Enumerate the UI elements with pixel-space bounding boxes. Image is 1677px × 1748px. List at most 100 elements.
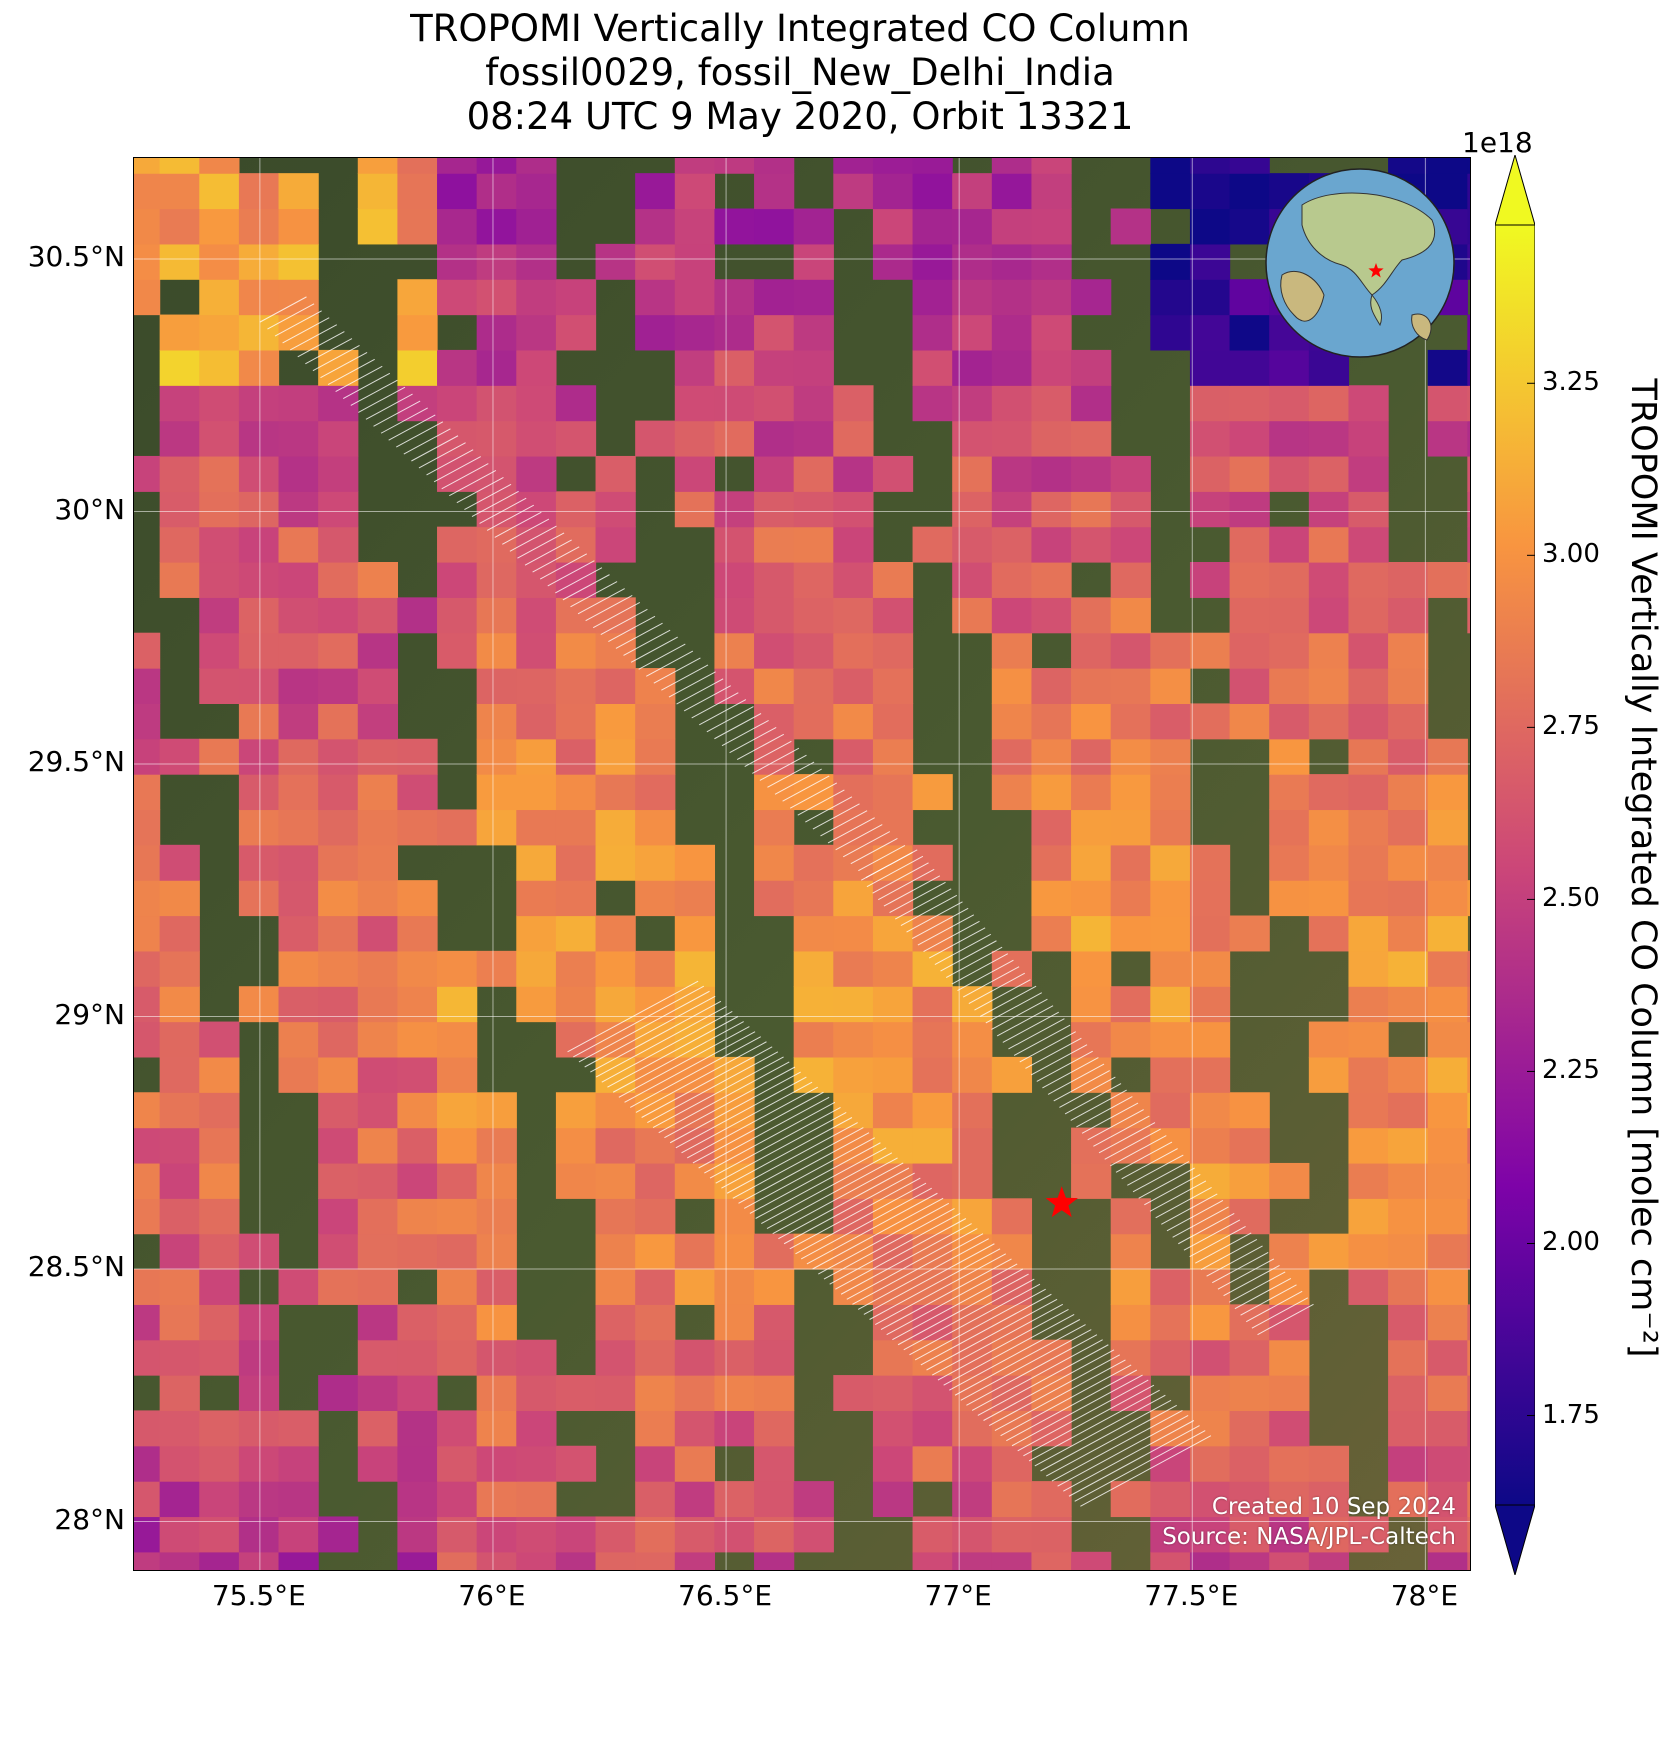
co-pixel <box>357 915 399 952</box>
co-pixel <box>714 314 755 351</box>
co-pixel <box>1031 526 1072 563</box>
co-pixel <box>1031 1516 1072 1553</box>
co-pixel <box>1308 491 1350 528</box>
co-pixel <box>1189 703 1231 740</box>
co-pixel <box>872 1056 914 1093</box>
co-pixel <box>1467 1021 1470 1058</box>
co-pixel <box>1348 455 1389 492</box>
co-pixel <box>134 1339 161 1376</box>
co-pixel <box>1110 1198 1151 1235</box>
co-pixel <box>318 809 359 846</box>
co-pixel <box>793 668 834 704</box>
co-pixel <box>278 562 319 598</box>
co-pixel <box>1467 491 1470 528</box>
co-pixel <box>199 420 240 457</box>
co-pixel <box>1308 385 1350 422</box>
co-pixel <box>516 1551 557 1570</box>
co-pixel <box>872 880 914 917</box>
title-line-1: TROPOMI Vertically Integrated CO Column <box>410 7 1190 50</box>
co-pixel <box>1308 1516 1350 1553</box>
co-pixel <box>1031 809 1072 846</box>
co-pixel <box>278 844 319 881</box>
co-pixel <box>952 491 993 528</box>
co-pixel <box>1229 279 1270 316</box>
co-pixel <box>635 1339 676 1376</box>
co-pixel <box>1229 158 1270 174</box>
co-pixel <box>1189 1056 1231 1093</box>
co-pixel <box>159 1162 200 1199</box>
map-panel[interactable]: Created 10 Sep 2024 Source: NASA/JPL-Cal… <box>133 157 1471 1571</box>
co-pixel <box>872 597 914 634</box>
co-pixel <box>674 1481 716 1518</box>
co-pixel <box>635 703 676 740</box>
co-pixel <box>199 1162 240 1199</box>
co-pixel <box>199 1481 240 1518</box>
co-pixel <box>1348 491 1389 528</box>
co-pixel <box>1150 950 1191 987</box>
co-pixel <box>1031 243 1072 280</box>
co-pixel <box>437 1233 478 1270</box>
co-pixel <box>238 774 280 811</box>
co-pixel <box>397 1375 438 1411</box>
co-pixel <box>199 632 240 669</box>
co-pixel <box>595 809 636 846</box>
co-pixel <box>238 173 280 210</box>
co-pixel <box>1308 526 1350 563</box>
co-pixel <box>397 1162 438 1199</box>
co-pixel <box>1427 1481 1468 1518</box>
co-pixel <box>714 597 755 634</box>
co-pixel <box>278 1269 319 1305</box>
co-pixel <box>516 279 557 316</box>
co-pixel <box>912 915 953 952</box>
co-pixel <box>1031 1339 1072 1376</box>
co-pixel <box>1348 703 1389 740</box>
co-pixel <box>1031 774 1072 811</box>
co-pixel <box>357 158 399 174</box>
co-pixel <box>833 158 874 174</box>
co-pixel <box>159 1481 200 1518</box>
co-pixel <box>397 1304 438 1341</box>
co-pixel <box>516 809 557 846</box>
co-pixel <box>1348 1021 1389 1058</box>
co-pixel <box>793 632 834 669</box>
co-pixel <box>793 1021 834 1058</box>
co-pixel <box>793 526 834 563</box>
co-pixel <box>1269 880 1310 917</box>
co-pixel <box>595 915 636 952</box>
lon-tick-label: 75.5°E <box>211 1579 306 1612</box>
co-pixel <box>674 1445 716 1482</box>
co-pixel <box>1189 1304 1231 1341</box>
co-pixel <box>134 632 161 669</box>
co-pixel <box>991 668 1033 704</box>
co-pixel <box>833 173 874 210</box>
co-pixel <box>714 1516 755 1553</box>
co-pixel <box>278 950 319 987</box>
co-pixel <box>238 1233 280 1270</box>
co-pixel <box>476 1269 517 1305</box>
co-pixel <box>833 455 874 492</box>
co-pixel <box>793 1056 834 1093</box>
co-pixel <box>1031 491 1072 528</box>
co-pixel <box>674 950 716 987</box>
co-pixel <box>1427 349 1468 386</box>
co-pixel <box>516 208 557 245</box>
co-pixel <box>1031 703 1072 740</box>
co-pixel <box>1348 420 1389 457</box>
co-pixel <box>1189 1198 1231 1235</box>
co-pixel <box>476 774 517 811</box>
co-pixel <box>912 1162 953 1199</box>
co-pixel <box>516 668 557 704</box>
co-pixel <box>1110 1481 1151 1518</box>
co-pixel <box>1467 880 1470 917</box>
co-pixel <box>476 1375 517 1411</box>
co-pixel <box>1427 1056 1468 1093</box>
co-pixel <box>476 1339 517 1376</box>
co-pixel <box>1150 809 1191 846</box>
co-pixel <box>793 349 834 386</box>
co-pixel <box>1308 1445 1350 1482</box>
co-pixel <box>1110 1092 1151 1129</box>
co-pixel <box>134 915 161 952</box>
co-pixel <box>1150 1127 1191 1164</box>
co-pixel <box>833 915 874 952</box>
co-pixel <box>278 668 319 704</box>
